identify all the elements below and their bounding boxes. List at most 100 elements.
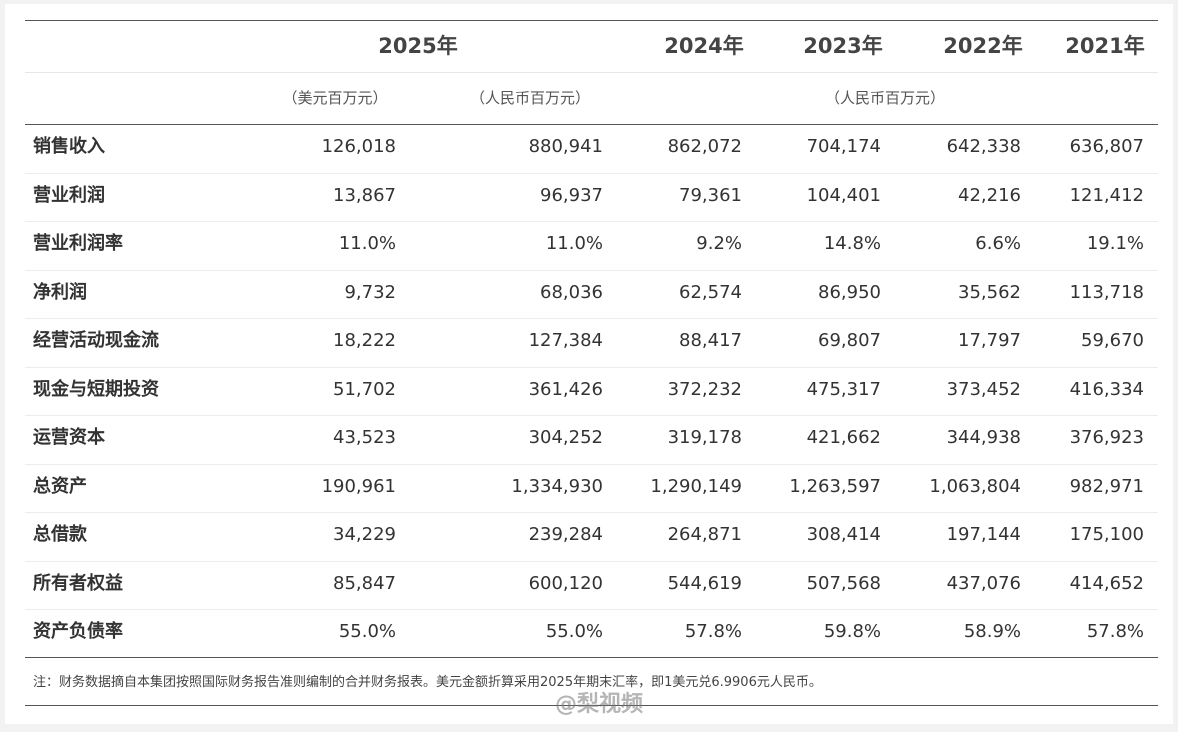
cell-value: 344,938 [946, 427, 1021, 448]
cell-value: 35,562 [958, 281, 1021, 303]
cell-value: 416,334 [1069, 378, 1144, 400]
cell-value: 642,338 [946, 136, 1021, 157]
row-separator [25, 172, 1158, 174]
cell-value: 1,263,597 [789, 475, 881, 497]
table-panel: 2025年 2024年 2023年 2022年 2021年 （美元百万元） （人民币百万元）… [5, 4, 1173, 724]
year-header: 2024年 [664, 34, 744, 58]
cell-value: 475,317 [806, 378, 881, 400]
cell-value: 373,452 [946, 378, 1021, 400]
cell-value: 59,670 [1081, 330, 1144, 351]
cell-value: 437,076 [946, 572, 1021, 594]
row-label: 营业利润 [33, 184, 105, 206]
row-label: 净利润 [33, 281, 87, 303]
cell-value: 600,120 [528, 572, 603, 594]
cell-value: 175,100 [1069, 524, 1144, 545]
row-label: 营业利润率 [33, 233, 123, 254]
row-label: 经营活动现金流 [33, 330, 159, 351]
cell-value: 9,732 [344, 281, 396, 303]
cell-value: 59.8% [823, 621, 881, 642]
unit-header: （美元百万元） [282, 89, 388, 107]
cell-value: 880,941 [528, 136, 603, 157]
cell-value: 1,063,804 [929, 475, 1021, 497]
cell-value: 1,290,149 [650, 475, 742, 497]
cell-value: 51,702 [333, 378, 396, 400]
cell-value: 68,036 [540, 281, 603, 303]
row-separator [25, 366, 1158, 368]
row-separator [25, 221, 1158, 222]
cell-value: 376,923 [1069, 427, 1144, 448]
cell-value: 372,232 [667, 378, 742, 400]
cell-value: 19.1% [1086, 233, 1144, 254]
cell-value: 55.0% [545, 621, 603, 642]
cell-value: 704,174 [806, 136, 881, 157]
cell-value: 34,229 [333, 524, 396, 545]
year-header: 2025年 [378, 34, 458, 58]
cell-value: 9.2% [696, 233, 742, 254]
watermark: @梨视频 [555, 692, 644, 717]
cell-value: 308,414 [806, 524, 881, 545]
cell-value: 304,252 [528, 427, 603, 448]
cell-value: 88,417 [679, 330, 742, 351]
cell-value: 104,401 [806, 184, 881, 206]
row-label: 总资产 [33, 475, 87, 497]
cell-value: 421,662 [806, 427, 881, 448]
cell-value: 86,950 [818, 281, 881, 303]
cell-value: 14.8% [823, 233, 881, 254]
cell-value: 11.0% [338, 233, 396, 254]
cell-value: 319,178 [667, 427, 742, 448]
cell-value: 190,961 [321, 475, 396, 497]
header-separator [25, 72, 1158, 73]
row-separator [25, 560, 1158, 562]
cell-value: 55.0% [338, 621, 396, 642]
bottom-rule [25, 705, 1158, 706]
year-header: 2022年 [943, 34, 1023, 58]
unit-header: （人民币百万元） [469, 89, 590, 107]
year-header: 2023年 [803, 34, 883, 58]
cell-value: 43,523 [333, 427, 396, 448]
cell-value: 13,867 [333, 184, 396, 206]
cell-value: 11.0% [545, 233, 603, 254]
cell-value: 18,222 [333, 330, 396, 351]
cell-value: 62,574 [679, 281, 742, 303]
cell-value: 96,937 [540, 184, 603, 206]
cell-value: 361,426 [528, 378, 603, 400]
row-label: 运营资本 [33, 427, 105, 448]
row-label: 销售收入 [33, 136, 105, 157]
cell-value: 507,568 [806, 572, 881, 594]
row-label: 资产负债率 [33, 621, 123, 642]
top-rule [25, 20, 1158, 21]
year-header: 2021年 [1065, 34, 1145, 58]
cell-value: 42,216 [958, 184, 1021, 206]
cell-value: 127,384 [528, 330, 603, 351]
row-separator [25, 512, 1158, 513]
cell-value: 57.8% [684, 621, 742, 642]
row-separator [25, 463, 1158, 465]
unit-header: （人民币百万元） [824, 89, 945, 107]
row-separator [25, 609, 1158, 610]
row-separator [25, 318, 1158, 319]
cell-value: 1,334,930 [511, 475, 603, 497]
cell-value: 126,018 [321, 136, 396, 157]
row-label: 所有者权益 [33, 572, 123, 594]
cell-value: 17,797 [958, 330, 1021, 351]
cell-value: 6.6% [975, 233, 1021, 254]
cell-value: 239,284 [528, 524, 603, 545]
footnote: 注：财务数据摘自本集团按照国际财务报告准则编制的合并财务报表。美元金额折算采用2… [33, 675, 822, 690]
note-rule [25, 657, 1158, 658]
row-label: 总借款 [33, 524, 87, 545]
cell-value: 982,971 [1069, 475, 1144, 497]
header-rule [25, 124, 1158, 125]
cell-value: 85,847 [333, 572, 396, 594]
row-separator [25, 269, 1158, 271]
row-label: 现金与短期投资 [33, 378, 159, 400]
row-separator [25, 415, 1158, 416]
cell-value: 57.8% [1086, 621, 1144, 642]
cell-value: 113,718 [1069, 281, 1144, 303]
cell-value: 58.9% [963, 621, 1021, 642]
cell-value: 197,144 [946, 524, 1021, 545]
cell-value: 264,871 [667, 524, 742, 545]
cell-value: 79,361 [679, 184, 742, 206]
cell-value: 414,652 [1069, 572, 1144, 594]
cell-value: 69,807 [818, 330, 881, 351]
